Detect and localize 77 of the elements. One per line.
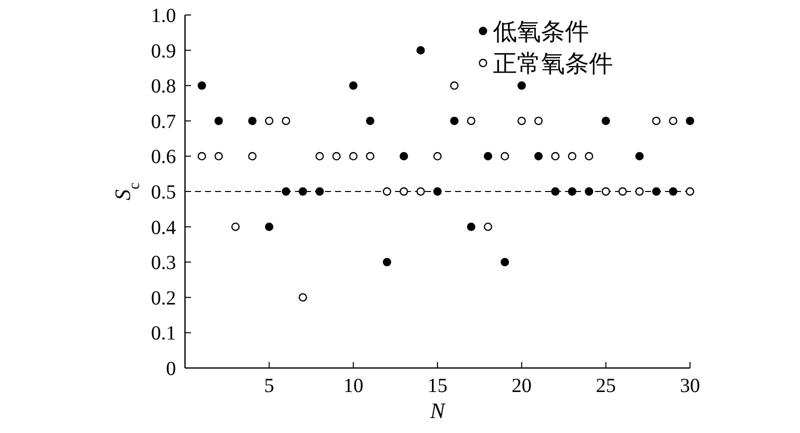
point [618, 187, 627, 196]
point [686, 187, 694, 196]
point [551, 152, 560, 160]
point [551, 187, 560, 196]
point [315, 187, 324, 196]
point [264, 116, 274, 126]
point [652, 116, 661, 126]
point [214, 152, 223, 160]
point [568, 187, 576, 196]
point [668, 116, 678, 126]
point [433, 187, 442, 196]
x-tick-label: 20 [512, 375, 532, 397]
point [568, 152, 576, 160]
point [668, 187, 678, 196]
point [686, 116, 694, 126]
y-tick-label: 0.6 [151, 146, 176, 168]
y-tick-label: 0.4 [151, 216, 176, 239]
point [400, 152, 408, 160]
point [282, 116, 290, 126]
point [534, 116, 543, 126]
legend-label: 正常氧条件 [493, 51, 613, 78]
point [484, 222, 492, 231]
point [248, 116, 257, 126]
point [366, 116, 374, 126]
point [433, 152, 442, 160]
point [635, 187, 644, 196]
point [298, 293, 308, 302]
point [517, 116, 526, 126]
point [382, 258, 392, 266]
point [466, 222, 476, 231]
point [652, 187, 661, 196]
point [366, 152, 374, 160]
point [198, 81, 206, 90]
x-tick-label: 25 [596, 375, 616, 397]
y-tick-label: 0.3 [151, 252, 176, 274]
point [416, 46, 425, 54]
point [264, 222, 274, 231]
point [298, 187, 308, 196]
point [450, 116, 459, 126]
y-tick-label: 0.5 [151, 182, 176, 204]
point [500, 258, 510, 266]
legend-label: 低氧条件 [493, 19, 589, 46]
point [602, 187, 610, 196]
y-tick-label: 0.8 [151, 76, 176, 98]
point [584, 187, 594, 196]
y-tick-label: 1.0 [151, 5, 176, 27]
point [400, 187, 408, 196]
point [315, 152, 324, 160]
x-tick-label: 5 [264, 375, 274, 397]
point [382, 187, 392, 196]
x-axis-title: N [429, 398, 446, 423]
point [198, 152, 206, 160]
point [534, 152, 543, 160]
point [231, 222, 240, 231]
y-tick-label: 0.7 [151, 110, 176, 133]
point [466, 116, 476, 126]
y-tick-label: 0.1 [151, 322, 176, 345]
x-tick-label: 10 [343, 375, 364, 397]
point [635, 152, 644, 160]
point [248, 152, 257, 160]
y-tick-label: 0 [166, 358, 176, 380]
point [450, 81, 459, 90]
point [500, 152, 510, 160]
point [584, 152, 594, 160]
point [602, 116, 610, 126]
x-tick-label: 15 [428, 375, 448, 397]
point [484, 152, 492, 160]
y-tick-label: 0.2 [151, 287, 176, 310]
x-tick-label: 30 [680, 375, 700, 397]
point [416, 187, 425, 196]
point [282, 187, 290, 196]
point [349, 81, 358, 90]
point [517, 81, 526, 90]
point [214, 116, 223, 126]
point [332, 152, 341, 160]
point [349, 152, 358, 160]
y-tick-label: 0.9 [151, 40, 176, 62]
